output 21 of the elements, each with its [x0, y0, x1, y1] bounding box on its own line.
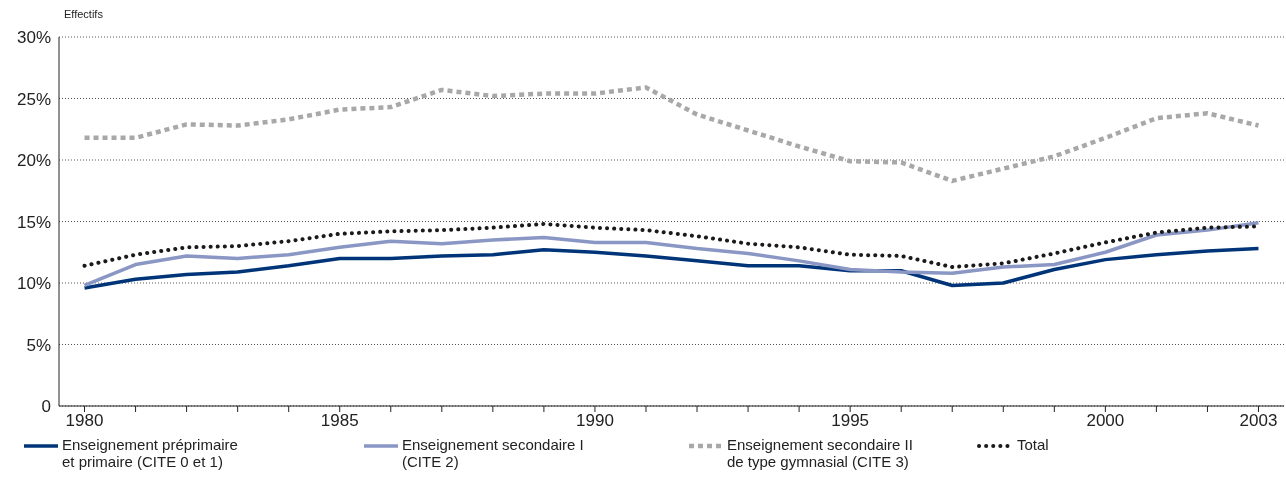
legend-label: Enseignement secondaire I (CITE 2) [402, 436, 585, 470]
legend-label: Enseignement préprimaire et primaire (CITE 0 et 1) [62, 436, 239, 470]
line-series [82, 220, 1261, 288]
line-series [82, 246, 1261, 290]
y-tick-label: 5% [26, 335, 51, 355]
x-tick-label: 1990 [576, 411, 614, 431]
legend-label: Enseignement secondaire II de type gymnasial (CITE 3) [727, 436, 914, 470]
y-axis-title: Effectifs [64, 8, 103, 20]
x-tick-label: 2003 [1239, 411, 1278, 431]
y-tick-label: 25% [16, 89, 51, 109]
y-tick-label: 20% [16, 151, 51, 171]
y-tick-label: 0 [41, 397, 51, 417]
x-tick-label: 1980 [65, 411, 104, 431]
legend-label: Total [1017, 436, 1049, 453]
x-tick-label: 2000 [1086, 411, 1125, 431]
x-tick-label: 1985 [320, 411, 359, 431]
line-series [82, 85, 1261, 184]
x-tick-label: 1995 [831, 411, 870, 431]
y-tick-label: 15% [16, 212, 51, 232]
y-tick-label: 10% [16, 274, 51, 294]
y-tick-label: 30% [16, 28, 51, 48]
